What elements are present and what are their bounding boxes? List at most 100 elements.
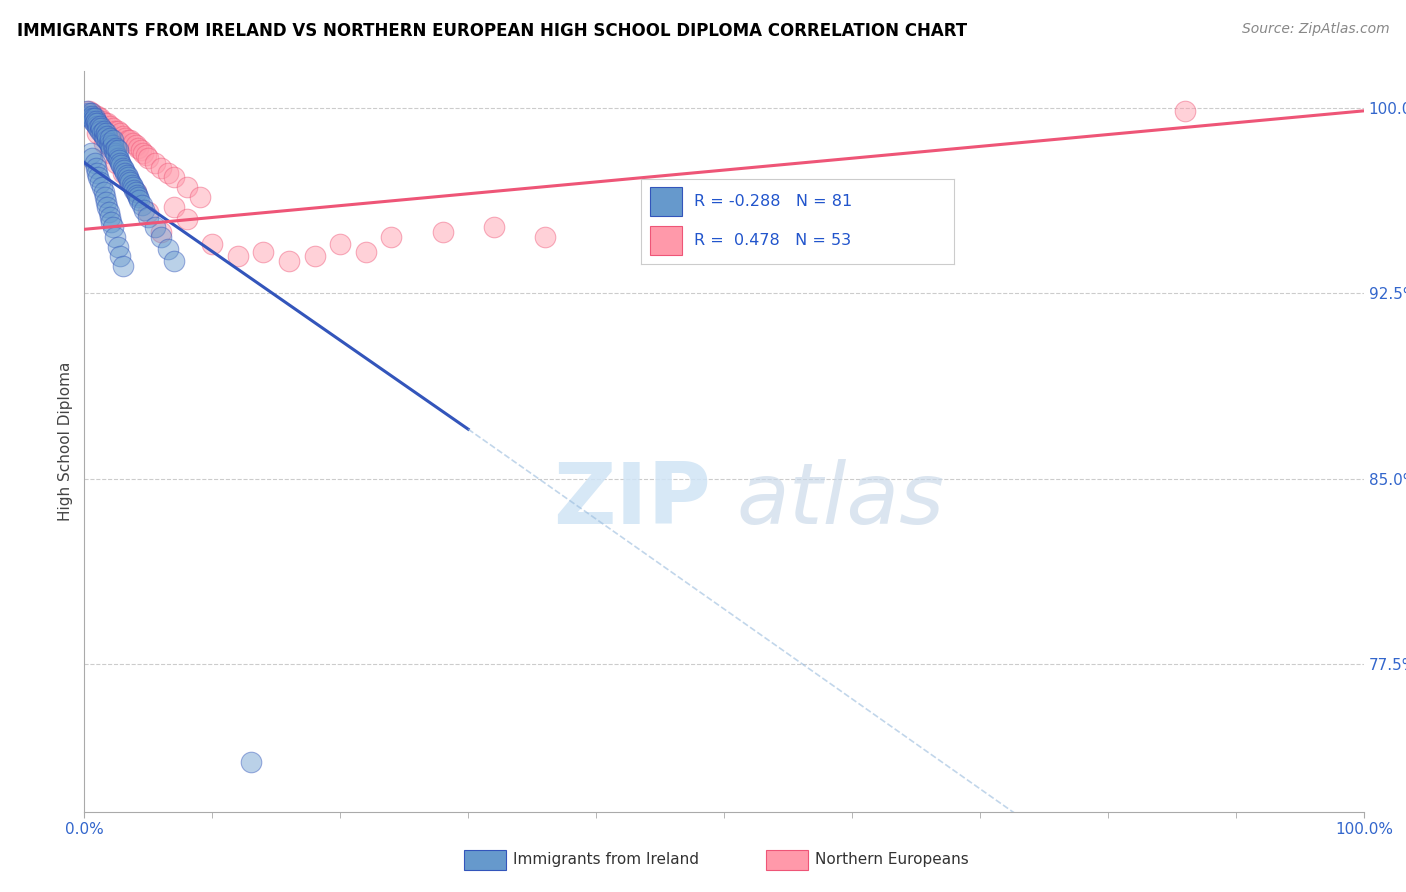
Point <box>114 165 136 179</box>
Point <box>124 186 146 200</box>
Point <box>98 210 121 224</box>
Point <box>124 138 146 153</box>
Text: Source: ZipAtlas.com: Source: ZipAtlas.com <box>1241 22 1389 37</box>
Point <box>122 136 145 150</box>
Point <box>108 153 131 168</box>
Point <box>432 225 454 239</box>
Point <box>93 123 115 137</box>
Point <box>138 210 160 224</box>
Point <box>107 151 129 165</box>
Point <box>86 116 108 130</box>
Point <box>89 119 111 133</box>
Point <box>101 138 124 153</box>
Point <box>94 195 117 210</box>
Point <box>115 168 138 182</box>
Point <box>82 113 104 128</box>
Point <box>79 103 101 118</box>
Point <box>93 136 115 150</box>
Point <box>111 128 134 143</box>
Point <box>86 109 108 123</box>
Point <box>86 165 108 179</box>
Point <box>107 144 129 158</box>
Point <box>76 103 98 118</box>
Point <box>201 237 224 252</box>
Point <box>108 155 131 169</box>
Point <box>93 128 115 143</box>
Text: Immigrants from Ireland: Immigrants from Ireland <box>513 853 699 867</box>
Point <box>128 193 150 207</box>
Point <box>122 183 145 197</box>
Point <box>96 116 118 130</box>
Point <box>101 121 124 136</box>
Point <box>125 187 148 202</box>
Point <box>122 180 145 194</box>
Point <box>132 145 155 160</box>
Point <box>118 173 141 187</box>
Point <box>94 126 117 140</box>
Point <box>156 165 179 179</box>
Point <box>163 254 186 268</box>
Point <box>120 133 142 147</box>
Point <box>79 109 101 123</box>
Point <box>89 112 111 126</box>
Point <box>120 175 142 189</box>
Point <box>117 133 139 147</box>
Text: IMMIGRANTS FROM IRELAND VS NORTHERN EUROPEAN HIGH SCHOOL DIPLOMA CORRELATION CHA: IMMIGRANTS FROM IRELAND VS NORTHERN EURO… <box>17 22 967 40</box>
Point <box>91 113 114 128</box>
Point <box>150 225 173 239</box>
Point <box>105 155 128 169</box>
Y-axis label: High School Diploma: High School Diploma <box>58 362 73 521</box>
Point <box>108 126 131 140</box>
Point <box>80 145 103 160</box>
Point <box>97 205 120 219</box>
Point <box>111 165 134 179</box>
Point <box>91 126 114 140</box>
Point <box>304 249 326 263</box>
Point <box>118 175 141 189</box>
Point <box>93 186 115 200</box>
Point <box>83 116 105 130</box>
Point <box>83 112 105 126</box>
Point <box>100 215 122 229</box>
Point <box>127 190 149 204</box>
Point <box>101 133 124 147</box>
Point <box>534 229 557 244</box>
Point <box>100 141 122 155</box>
Point <box>129 144 152 158</box>
Point <box>239 756 262 770</box>
Point <box>96 128 118 143</box>
Point <box>226 249 249 263</box>
Point <box>98 131 121 145</box>
Point <box>278 254 301 268</box>
Point <box>98 119 121 133</box>
Point <box>1174 103 1197 118</box>
Point <box>111 260 134 274</box>
Point <box>87 121 110 136</box>
Point <box>114 131 136 145</box>
Point <box>188 190 211 204</box>
Point <box>138 205 160 219</box>
Point <box>104 229 127 244</box>
Point <box>80 106 103 120</box>
Point <box>97 136 120 150</box>
Point <box>329 237 352 252</box>
Point <box>150 229 173 244</box>
Text: atlas: atlas <box>737 459 945 542</box>
Point <box>80 109 103 123</box>
Point <box>112 163 135 178</box>
Point <box>94 116 117 130</box>
Point <box>121 178 143 192</box>
Point <box>89 175 111 189</box>
Point <box>163 200 186 214</box>
Point <box>105 141 128 155</box>
Point <box>103 144 125 158</box>
Point <box>91 180 114 194</box>
Point <box>124 186 146 200</box>
Text: ZIP: ZIP <box>554 459 711 542</box>
Point <box>84 113 107 128</box>
Point <box>96 200 118 214</box>
Point <box>107 123 129 137</box>
Point <box>380 229 402 244</box>
Point <box>134 202 156 217</box>
Point <box>98 145 121 160</box>
